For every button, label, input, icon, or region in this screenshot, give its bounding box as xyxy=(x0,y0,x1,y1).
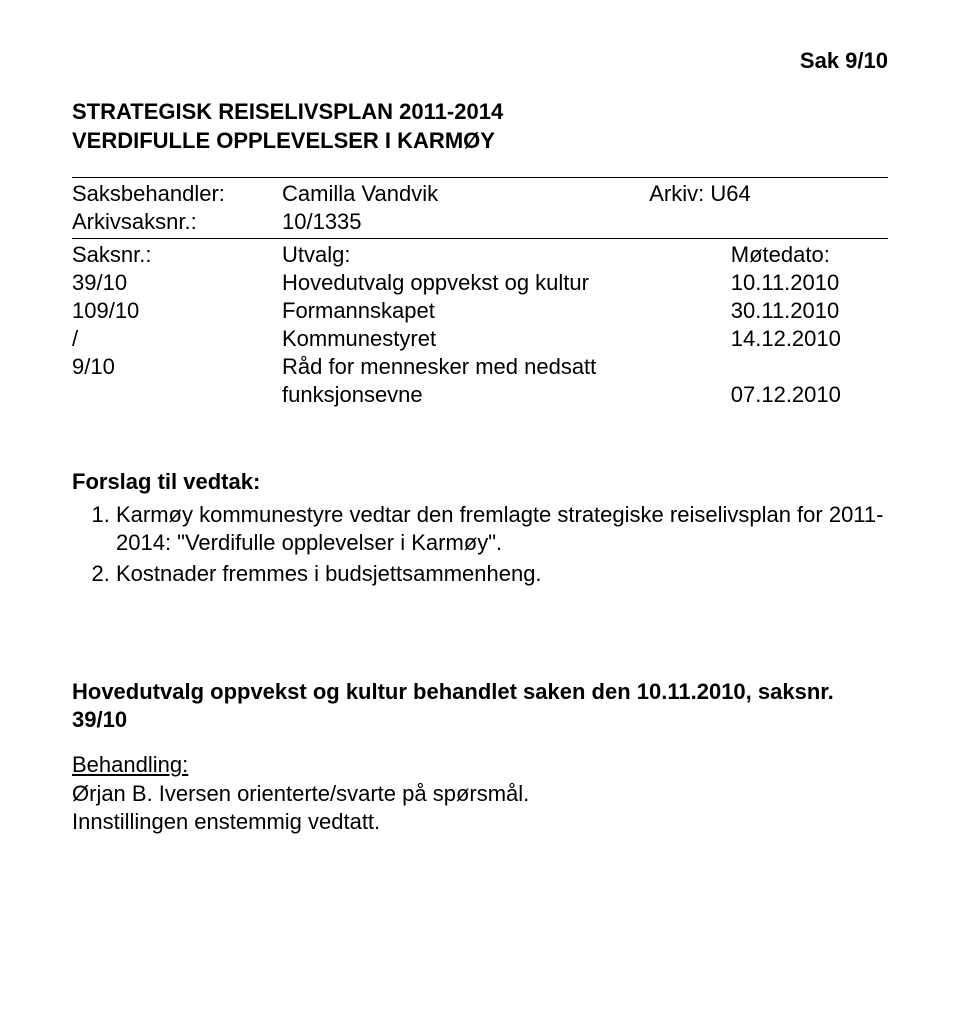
row-utvalg: Råd for mennesker med nedsatt xyxy=(282,353,731,381)
behandling-line-2: Innstillingen enstemmig vedtatt. xyxy=(72,809,380,834)
arkiv-label: Arkiv: U64 xyxy=(649,180,888,208)
behandling-line-1: Ørjan B. Iversen orienterte/svarte på sp… xyxy=(72,781,529,806)
row-utvalg-cont: funksjonsevne xyxy=(282,381,731,409)
forslag-heading: Forslag til vedtak: xyxy=(72,469,888,495)
row-saksnr: / xyxy=(72,325,282,353)
proceedings-row-cont: funksjonsevne 07.12.2010 xyxy=(72,381,888,409)
meta-table: Saksbehandler: Camilla Vandvik Arkiv: U6… xyxy=(72,180,888,236)
divider-top xyxy=(72,177,888,178)
row-saksnr: 109/10 xyxy=(72,297,282,325)
row-saksnr: 9/10 xyxy=(72,353,282,381)
row-dato: 07.12.2010 xyxy=(731,381,888,409)
saksnr-label: Saksnr.: xyxy=(72,241,282,269)
meta-row-saksbehandler: Saksbehandler: Camilla Vandvik Arkiv: U6… xyxy=(72,180,888,208)
forslag-list: Karmøy kommunestyre vedtar den fremlagte… xyxy=(116,501,888,587)
row-saksnr: 39/10 xyxy=(72,269,282,297)
sak-number: Sak 9/10 xyxy=(72,48,888,74)
divider-bottom xyxy=(72,238,888,239)
proceedings-row: / Kommunestyret 14.12.2010 xyxy=(72,325,888,353)
row-dato: 14.12.2010 xyxy=(731,325,888,353)
title-line-1: STRATEGISK REISELIVSPLAN 2011-2014 xyxy=(72,99,503,124)
row-utvalg: Hovedutvalg oppvekst og kultur xyxy=(282,269,731,297)
forslag-item: Karmøy kommunestyre vedtar den fremlagte… xyxy=(116,501,888,557)
behandling-label: Behandling: xyxy=(72,752,888,778)
row-utvalg: Kommunestyret xyxy=(282,325,731,353)
arkivsaksnr-label: Arkivsaksnr.: xyxy=(72,208,282,236)
proceedings-table: Saksnr.: Utvalg: Møtedato: 39/10 Hovedut… xyxy=(72,241,888,409)
forslag-item: Kostnader fremmes i budsjettsammenheng. xyxy=(116,560,888,588)
row-dato: 30.11.2010 xyxy=(731,297,888,325)
row-dato: 10.11.2010 xyxy=(731,269,888,297)
row-utvalg: Formannskapet xyxy=(282,297,731,325)
saksbehandler-label: Saksbehandler: xyxy=(72,180,282,208)
proceedings-row: 109/10 Formannskapet 30.11.2010 xyxy=(72,297,888,325)
saksbehandler-value: Camilla Vandvik xyxy=(282,180,649,208)
behandling-body: Ørjan B. Iversen orienterte/svarte på sp… xyxy=(72,780,888,836)
proceedings-header: Saksnr.: Utvalg: Møtedato: xyxy=(72,241,888,269)
behandlet-heading: Hovedutvalg oppvekst og kultur behandlet… xyxy=(72,678,888,734)
motedato-label: Møtedato: xyxy=(731,241,888,269)
document-page: Sak 9/10 STRATEGISK REISELIVSPLAN 2011-2… xyxy=(0,0,960,884)
proceedings-row: 39/10 Hovedutvalg oppvekst og kultur 10.… xyxy=(72,269,888,297)
title-line-2: VERDIFULLE OPPLEVELSER I KARMØY xyxy=(72,128,495,153)
utvalg-label: Utvalg: xyxy=(282,241,731,269)
meta-row-arkivsaksnr: Arkivsaksnr.: 10/1335 xyxy=(72,208,888,236)
arkivsaksnr-value: 10/1335 xyxy=(282,208,649,236)
document-title: STRATEGISK REISELIVSPLAN 2011-2014 VERDI… xyxy=(72,98,888,155)
proceedings-row: 9/10 Råd for mennesker med nedsatt xyxy=(72,353,888,381)
